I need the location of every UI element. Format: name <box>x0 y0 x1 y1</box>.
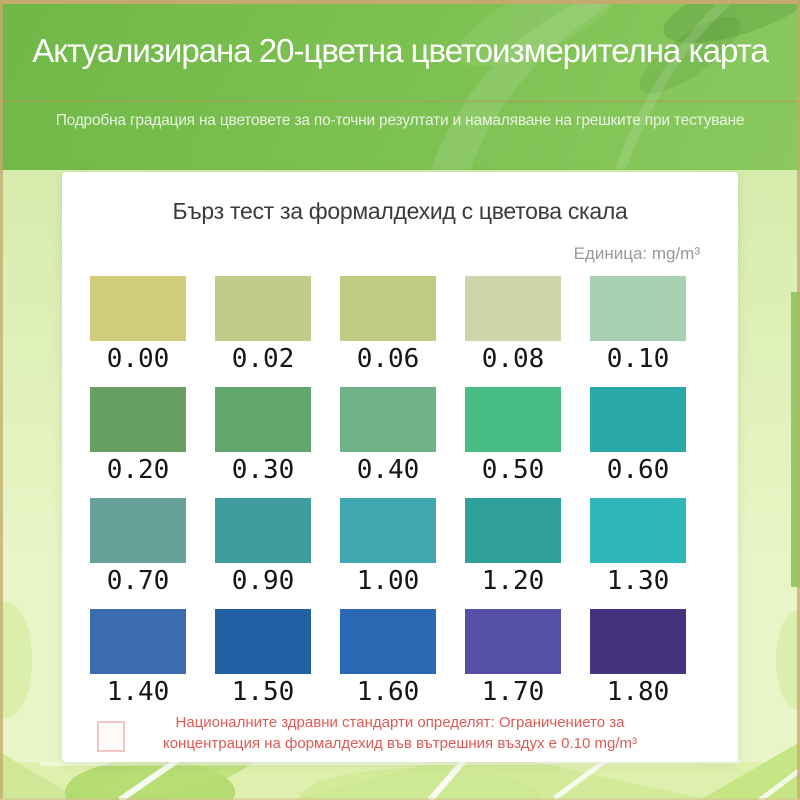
color-swatch <box>90 387 186 452</box>
color-swatch <box>340 276 436 341</box>
color-swatch <box>465 498 561 563</box>
color-swatch <box>215 609 311 674</box>
swatch-value: 0.30 <box>231 455 295 485</box>
swatch-value: 1.20 <box>481 566 545 596</box>
swatch-row: 1.40 1.50 1.60 1.70 1.80 <box>90 609 714 711</box>
swatch-cell: 1.80 <box>590 609 686 711</box>
color-swatch <box>590 387 686 452</box>
swatch-value: 0.00 <box>106 344 170 374</box>
color-swatch <box>340 498 436 563</box>
color-swatch <box>590 609 686 674</box>
color-swatch <box>90 609 186 674</box>
swatch-cell: 0.10 <box>590 276 686 378</box>
swatch-cell: 1.70 <box>465 609 561 711</box>
swatch-value: 1.40 <box>106 677 170 707</box>
swatch-row: 0.00 0.02 0.06 0.08 0.10 <box>90 276 714 378</box>
color-swatch <box>215 387 311 452</box>
swatch-cell: 1.60 <box>340 609 436 711</box>
swatch-cell: 1.30 <box>590 498 686 600</box>
swatch-value: 0.06 <box>356 344 420 374</box>
color-swatch <box>215 498 311 563</box>
swatch-value: 0.90 <box>231 566 295 596</box>
swatch-value: 0.60 <box>606 455 670 485</box>
swatch-cell: 0.06 <box>340 276 436 378</box>
swatch-row: 0.70 0.90 1.00 1.20 1.30 <box>90 498 714 600</box>
color-swatch <box>90 498 186 563</box>
color-swatch <box>340 387 436 452</box>
banner-divider-line <box>0 100 800 103</box>
swatch-value: 1.80 <box>606 677 670 707</box>
swatch-value: 1.60 <box>356 677 420 707</box>
swatch-cell: 1.40 <box>90 609 186 711</box>
swatch-cell: 0.00 <box>90 276 186 378</box>
page-subtitle: Подробна градация на цветовете за по-точ… <box>55 112 745 129</box>
color-swatch <box>590 276 686 341</box>
swatch-cell: 0.08 <box>465 276 561 378</box>
color-chart-card: Бърз тест за формалдехид с цветова скала… <box>62 172 738 762</box>
swatch-cell: 1.20 <box>465 498 561 600</box>
swatch-value: 0.40 <box>356 455 420 485</box>
color-swatch <box>465 609 561 674</box>
swatch-cell: 0.20 <box>90 387 186 489</box>
card-title: Бърз тест за формалдехид с цветова скала <box>172 198 628 224</box>
color-swatch <box>215 276 311 341</box>
swatch-value: 0.02 <box>231 344 295 374</box>
swatch-cell: 0.90 <box>215 498 311 600</box>
swatch-cell: 0.60 <box>590 387 686 489</box>
swatch-cell: 0.50 <box>465 387 561 489</box>
swatch-value: 0.50 <box>481 455 545 485</box>
swatch-value: 0.08 <box>481 344 545 374</box>
header-banner: Актуализирана 20-цветна цветоизмерителна… <box>0 0 800 170</box>
swatch-grid: 0.00 0.02 0.06 0.08 0.10 0.20 0.30 0.40 0.50 0.60… <box>90 276 714 720</box>
color-swatch <box>465 276 561 341</box>
page-title: Актуализирана 20-цветна цветоизмерителна… <box>32 32 768 69</box>
swatch-value: 0.10 <box>606 344 670 374</box>
banner-leaf-decoration <box>430 0 800 170</box>
color-swatch <box>340 609 436 674</box>
swatch-value: 0.20 <box>106 455 170 485</box>
standard-note: Националните здравни стандарти определят… <box>62 712 738 754</box>
swatch-cell: 1.50 <box>215 609 311 711</box>
color-swatch <box>590 498 686 563</box>
swatch-cell: 0.30 <box>215 387 311 489</box>
swatch-cell: 0.70 <box>90 498 186 600</box>
swatch-value: 1.50 <box>231 677 295 707</box>
swatch-value: 1.70 <box>481 677 545 707</box>
swatch-row: 0.20 0.30 0.40 0.50 0.60 <box>90 387 714 489</box>
unit-label: Единица: mg/m³ <box>573 244 700 263</box>
color-swatch <box>90 276 186 341</box>
note-line-1: Националните здравни стандарти определят… <box>175 714 625 731</box>
swatch-value: 1.00 <box>356 566 420 596</box>
swatch-cell: 0.02 <box>215 276 311 378</box>
swatch-cell: 0.40 <box>340 387 436 489</box>
swatch-value: 0.70 <box>106 566 170 596</box>
color-swatch <box>465 387 561 452</box>
swatch-value: 1.30 <box>606 566 670 596</box>
note-line-2: концентрация на формалдехид във вътрешни… <box>162 735 638 752</box>
swatch-cell: 1.00 <box>340 498 436 600</box>
